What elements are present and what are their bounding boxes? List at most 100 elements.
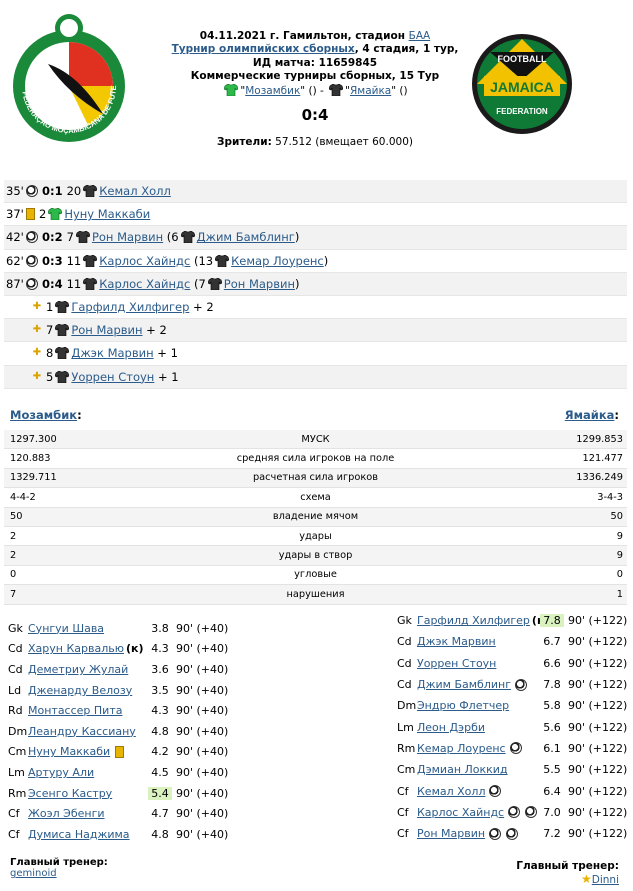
stat-row: 50 владение мячом 50 [4, 507, 627, 527]
player-rating: 7.8 [540, 614, 564, 628]
ball-icon [508, 806, 521, 819]
player-name-link[interactable]: Кемар Лоуренс [417, 741, 506, 755]
event-player-link[interactable]: Уоррен Стоун [71, 369, 155, 384]
event-assist-link[interactable]: Джим Бамблинг [196, 230, 295, 245]
home-coach-link[interactable]: geminoid [10, 868, 57, 879]
player-row: Cf Жоэл Эбенги 4.7 90' (+40) [4, 803, 234, 824]
away-shirt-icon [329, 83, 344, 96]
shirt-icon [55, 347, 70, 360]
shirt-icon [75, 231, 90, 244]
event-player-link[interactable]: Кемал Холл [99, 184, 171, 199]
event-player-link[interactable]: Гарфилд Хилфигер [71, 300, 190, 315]
stat-away-value: 3-4-3 [597, 491, 623, 503]
player-name-link[interactable]: Леандру Кассиану [28, 724, 136, 738]
player-name-link[interactable]: Нуну Маккаби [28, 745, 111, 759]
event-player-link[interactable]: Карлос Хайндс [99, 276, 191, 291]
player-row: Gk Сунгуи Шава 3.8 90' (+40) [4, 618, 234, 639]
tournament-link[interactable]: Турнир олимпийских сборных [171, 43, 355, 56]
player-name-link[interactable]: Жоэл Эбенги [28, 807, 105, 821]
event-assist-link[interactable]: Кемар Лоуренс [231, 253, 324, 268]
player-name-link[interactable]: Эндрю Флетчер [417, 699, 510, 713]
player-rating: 4.8 [151, 827, 169, 841]
player-name-link[interactable]: Эсенго Кастру [28, 786, 113, 800]
player-minutes: 90' (+40) [176, 827, 229, 841]
event-player-link[interactable]: Карлос Хайндс [99, 253, 191, 268]
player-minutes: 90' (+40) [176, 807, 229, 821]
event-player-link[interactable]: Рон Марвин [91, 230, 164, 245]
event-player-number: 11 [66, 276, 82, 291]
player-name-link[interactable]: Кемал Холл [417, 784, 486, 798]
event-player-number: 7 [46, 323, 54, 338]
player-name-link[interactable]: Карлос Хайндс [417, 805, 505, 819]
player-rating: 3.6 [151, 662, 169, 676]
stat-label: владение мячом [272, 511, 359, 523]
stat-label: схема [300, 491, 331, 503]
player-rating: 5.6 [543, 720, 561, 734]
yellow-card-icon [115, 745, 125, 758]
event-player-link[interactable]: Нуну Маккаби [64, 207, 151, 222]
event-minute: 62' [6, 253, 24, 268]
player-name-link[interactable]: Джим Бамблинг [417, 678, 511, 692]
away-coach-link[interactable]: Dinni [591, 874, 619, 886]
player-minutes: 90' (+122) [568, 763, 628, 777]
stat-away-value: 9 [616, 550, 623, 562]
event-row: ✚ 7 Рон Марвин + 2 [4, 319, 627, 343]
home-coach-label: Главный тренер: [10, 857, 108, 868]
ball-icon [26, 185, 38, 198]
home-team-header-link[interactable]: Мозамбик [10, 408, 78, 422]
player-name-link[interactable]: Гарфилд Хилфигер [417, 614, 530, 628]
ball-icon [26, 277, 38, 290]
player-minutes: 90' (+40) [176, 786, 229, 800]
away-team-header-link[interactable]: Ямайка [564, 408, 615, 422]
player-minutes: 90' (+40) [176, 662, 229, 676]
player-minutes: 90' (+122) [568, 614, 628, 628]
player-name-link[interactable]: Думиса Наджима [28, 827, 130, 841]
player-name-link[interactable]: Рон Марвин [417, 827, 486, 841]
player-row: Cd Джэк Марвин 6.7 90' (+122) [393, 631, 631, 652]
player-position: Cf [8, 807, 20, 821]
player-position: Gk [8, 621, 23, 635]
player-name-link[interactable]: Джэк Марвин [417, 635, 496, 649]
home-team-link[interactable]: Мозамбик [245, 84, 301, 97]
captain-mark: (к) [126, 642, 144, 656]
event-player-link[interactable]: Рон Марвин [71, 323, 143, 338]
player-rating: 4.5 [151, 765, 169, 779]
player-rating: 4.7 [151, 807, 169, 821]
player-position: Cf [397, 827, 409, 841]
player-name-link[interactable]: Сунгуи Шава [28, 621, 105, 635]
spectators-value: 57.512 (вмещает 60.000) [271, 136, 413, 148]
player-name-link[interactable]: Харун Карвалью [28, 642, 124, 656]
event-player-link[interactable]: Джэк Марвин [71, 346, 154, 361]
player-name-link[interactable]: Леон Дэрби [417, 720, 486, 734]
player-position: Cd [397, 635, 412, 649]
player-name-link[interactable]: Монтассер Пита [28, 704, 123, 718]
event-row: 42' 0:2 7 Рон Марвин (6 Джим Бамблинг) [4, 226, 627, 250]
player-row: Cd Деметриу Жулай 3.6 90' (+40) [4, 659, 234, 680]
player-position: Rm [397, 741, 416, 755]
away-extra: () [396, 84, 408, 97]
stat-home-value: 4-4-2 [10, 491, 36, 503]
player-minutes: 90' (+122) [568, 699, 628, 713]
home-extra: () - [305, 84, 328, 97]
match-id: ИД матча: 11659845 [252, 56, 378, 69]
stadium-link[interactable]: БАА [408, 30, 431, 42]
player-minutes: 90' (+122) [568, 720, 628, 734]
player-row: Rd Монтассер Пита 4.3 90' (+40) [4, 700, 234, 721]
event-assist-link[interactable]: Рон Марвин [223, 276, 295, 291]
plus-icon: ✚ [32, 324, 42, 336]
player-rating: 4.2 [151, 745, 169, 759]
event-player-number: 2 [39, 207, 47, 222]
player-name-link[interactable]: Деметриу Жулай [28, 662, 129, 676]
player-rating: 6.1 [543, 741, 561, 755]
ball-icon [525, 806, 538, 819]
player-name-link[interactable]: Дэмиан Локкид [417, 763, 508, 777]
player-name-link[interactable]: Артуру Али [28, 765, 95, 779]
stat-label: удары [299, 530, 332, 542]
player-name-link[interactable]: Уоррен Стоун [417, 656, 497, 670]
away-team-link[interactable]: Ямайка [349, 84, 392, 97]
player-name-link[interactable]: Дженарду Велозу [28, 683, 133, 697]
player-row: Cm Дэмиан Локкид 5.5 90' (+122) [393, 759, 631, 780]
event-suffix: + 1 [157, 369, 179, 384]
home-team-header: Мозамбик: [10, 408, 82, 422]
